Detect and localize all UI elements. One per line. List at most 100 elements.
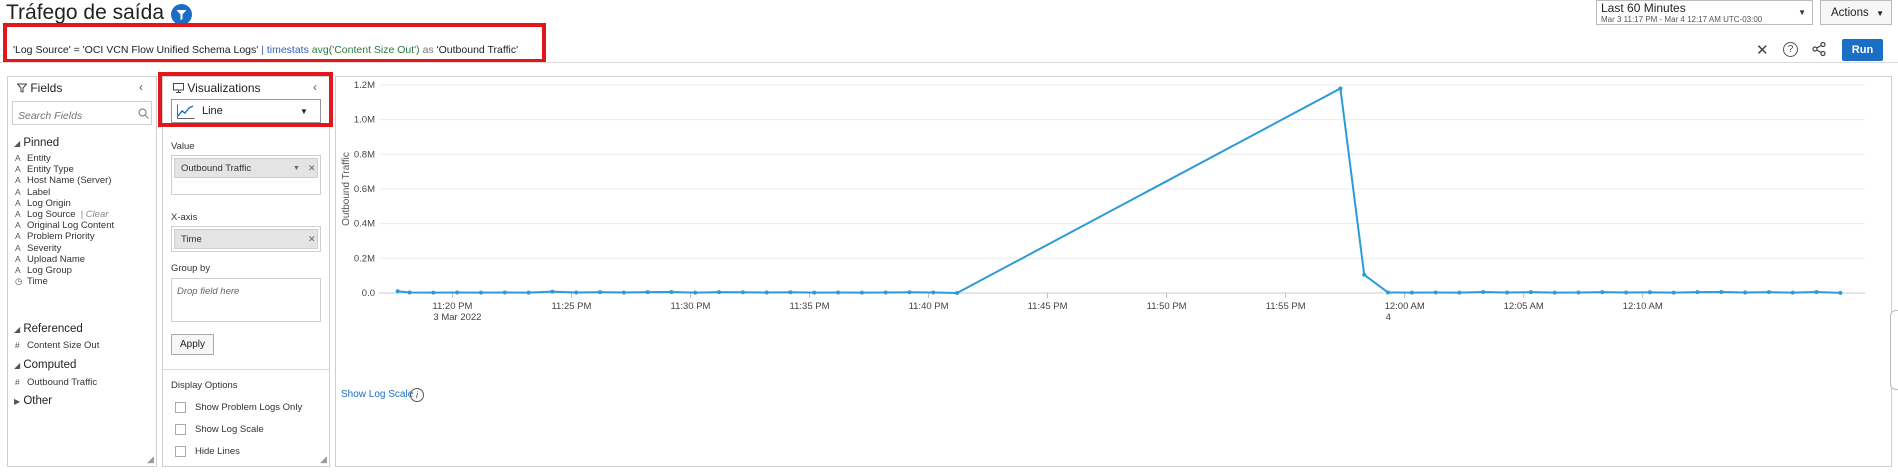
data-point[interactable] [1362, 272, 1367, 277]
field-item-upload-name[interactable]: A Upload Name [15, 254, 85, 265]
value-field-pill[interactable]: Outbound Traffic ▼ ✕ [174, 158, 318, 178]
data-point[interactable] [669, 289, 674, 294]
data-point[interactable] [407, 290, 412, 295]
field-item-severity[interactable]: A Severity [15, 243, 61, 254]
xaxis-drop-zone[interactable]: Time ✕ [171, 226, 321, 252]
line-chart[interactable]: 0.0 0.2M 0.4M 0.6M 0.8M 1.0M 1.2M 11:20 PM3 Ma… [335, 76, 1892, 386]
field-item-entity[interactable]: A Entity [15, 153, 51, 164]
data-point[interactable] [526, 290, 531, 295]
data-point[interactable] [1766, 290, 1771, 295]
time-range-picker[interactable]: Last 60 Minutes Mar 3 11:17 PM - Mar 4 1… [1596, 0, 1813, 25]
resize-handle-icon[interactable]: ◢ [147, 454, 154, 464]
data-point[interactable] [907, 290, 912, 295]
remove-xaxis-icon[interactable]: ✕ [308, 234, 316, 244]
x-tick-label: 11:35 PM [790, 301, 830, 312]
field-item-label[interactable]: A Label [15, 187, 50, 198]
data-point[interactable] [717, 290, 722, 295]
field-item-time[interactable]: ◷ Time [15, 276, 48, 287]
field-item-problem-priority[interactable]: A Problem Priority [15, 231, 95, 242]
resize-handle-icon[interactable]: ◢ [320, 454, 327, 464]
data-point[interactable] [598, 290, 603, 295]
data-point[interactable] [1481, 289, 1486, 294]
data-point[interactable] [1409, 290, 1414, 295]
data-point[interactable] [1671, 290, 1676, 295]
data-point[interactable] [1790, 290, 1795, 295]
data-point[interactable] [1814, 289, 1819, 294]
numeric-type-icon: # [15, 377, 20, 387]
value-drop-zone[interactable]: Outbound Traffic ▼ ✕ [171, 155, 321, 195]
data-point[interactable] [1528, 290, 1533, 295]
field-item-outbound-traffic[interactable]: # Outbound Traffic [15, 377, 97, 388]
side-panel-tab[interactable] [1890, 310, 1898, 390]
query-editor[interactable]: 'Log Source' = 'OCI VCN Flow Unified Sch… [13, 44, 518, 56]
collapse-viz-icon[interactable]: ‹ [313, 80, 317, 94]
data-point[interactable] [1338, 86, 1343, 91]
pinned-section[interactable]: ◢ Pinned [14, 137, 59, 149]
data-point[interactable] [1624, 290, 1629, 295]
run-button[interactable]: Run [1842, 39, 1883, 61]
show-problem-logs-checkbox[interactable] [175, 402, 186, 413]
data-point[interactable] [1433, 290, 1438, 295]
data-point[interactable] [859, 290, 864, 295]
data-point[interactable] [478, 290, 483, 295]
other-section[interactable]: ▶ Other [14, 395, 52, 407]
chevron-down-icon[interactable]: ▼ [293, 165, 300, 172]
field-name: Time [27, 276, 48, 288]
data-point[interactable] [550, 289, 555, 294]
data-point[interactable] [1576, 290, 1581, 295]
xaxis-field-pill[interactable]: Time ✕ [174, 229, 318, 249]
computed-section[interactable]: ◢ Computed [14, 359, 76, 371]
data-point[interactable] [740, 290, 745, 295]
x-tick-label: 11:45 PM [1028, 301, 1068, 312]
data-point[interactable] [1647, 290, 1652, 295]
help-icon[interactable]: ? [1783, 42, 1798, 57]
clear-log-source-link[interactable]: | Clear [80, 209, 109, 220]
field-item-log-source[interactable]: A Log Source | Clear [15, 209, 108, 220]
show-log-scale-link[interactable]: Show Log Scale [341, 389, 414, 400]
data-point[interactable] [574, 290, 579, 295]
data-point[interactable] [455, 290, 460, 295]
data-point[interactable] [1505, 290, 1510, 295]
search-fields-input[interactable] [12, 101, 152, 125]
data-point[interactable] [1838, 290, 1843, 295]
data-point[interactable] [502, 290, 507, 295]
field-item-entity-type[interactable]: A Entity Type [15, 164, 74, 175]
data-point[interactable] [836, 290, 841, 295]
show-log-scale-checkbox[interactable] [175, 424, 186, 435]
data-point[interactable] [1386, 290, 1391, 295]
data-point[interactable] [1552, 290, 1557, 295]
data-point[interactable] [931, 290, 936, 295]
data-point[interactable] [955, 291, 960, 295]
collapse-fields-icon[interactable]: ‹ [139, 80, 143, 94]
groupby-drop-zone[interactable]: Drop field here [171, 278, 321, 322]
visualization-type-select[interactable]: Line ▼ [171, 99, 321, 123]
data-point[interactable] [645, 290, 650, 295]
data-point[interactable] [621, 290, 626, 295]
field-item-host-name-server[interactable]: A Host Name (Server) [15, 175, 111, 186]
field-item-log-origin[interactable]: A Log Origin [15, 198, 71, 209]
data-point[interactable] [883, 290, 888, 295]
data-point[interactable] [764, 290, 769, 295]
data-point[interactable] [395, 289, 400, 294]
data-point[interactable] [1695, 290, 1700, 295]
data-point[interactable] [1600, 290, 1605, 295]
data-point[interactable] [788, 290, 793, 295]
field-item-content-size-out[interactable]: # Content Size Out [15, 340, 99, 351]
data-point[interactable] [1719, 289, 1724, 294]
remove-value-icon[interactable]: ✕ [308, 163, 316, 173]
data-point[interactable] [431, 290, 436, 295]
field-item-log-group[interactable]: A Log Group [15, 265, 72, 276]
info-icon[interactable]: i [410, 388, 424, 402]
data-point[interactable] [1457, 290, 1462, 295]
filter-icon[interactable] [171, 4, 192, 25]
apply-button[interactable]: Apply [171, 334, 214, 355]
clear-query-icon[interactable]: ✕ [1756, 42, 1769, 59]
referenced-section[interactable]: ◢ Referenced [14, 323, 83, 335]
data-point[interactable] [1743, 290, 1748, 295]
field-item-original-log-content[interactable]: A Original Log Content [15, 220, 114, 231]
data-point[interactable] [812, 290, 817, 295]
hide-lines-checkbox[interactable] [175, 446, 186, 457]
share-icon[interactable] [1811, 41, 1827, 57]
actions-button[interactable]: Actions ▼ [1820, 0, 1892, 25]
data-point[interactable] [693, 290, 698, 295]
